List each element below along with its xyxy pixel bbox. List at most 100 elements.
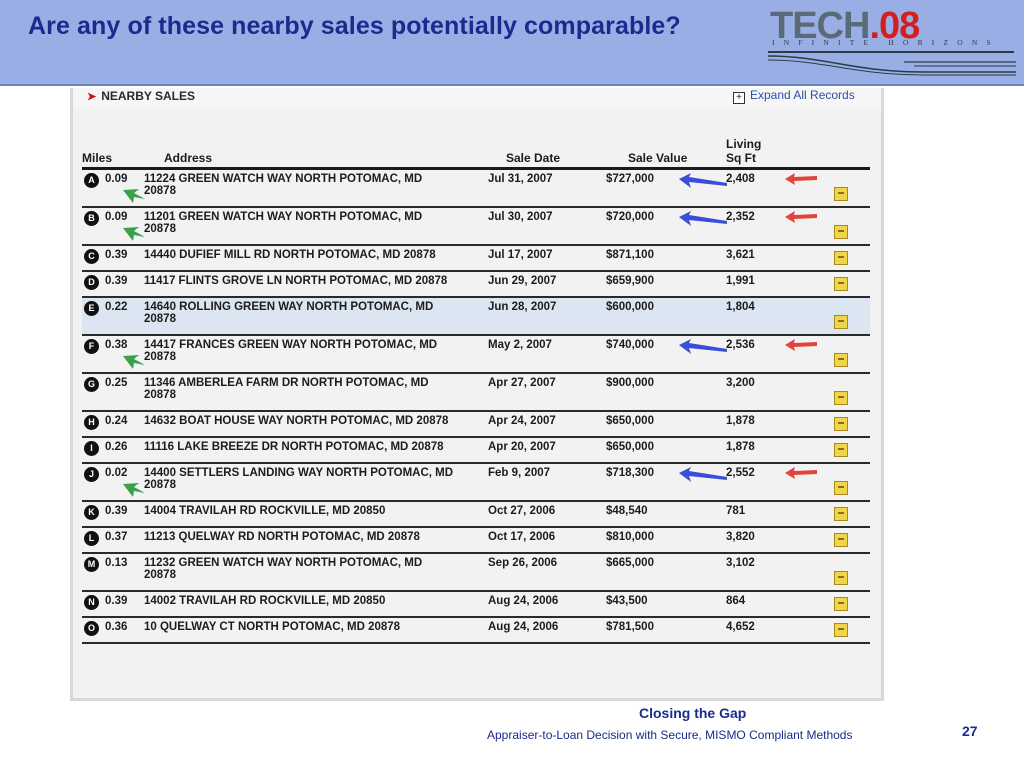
address-line1: 14640 ROLLING GREEN WAY NORTH POTOMAC, M… xyxy=(144,301,434,313)
red-arrow-icon xyxy=(785,172,817,185)
address-line1: 14440 DUFIEF MILL RD NORTH POTOMAC, MD 2… xyxy=(144,249,436,261)
green-arrow-icon xyxy=(123,483,145,497)
sale-date-cell: Apr 20, 2007 xyxy=(488,437,606,464)
map-marker-icon[interactable]: G xyxy=(84,377,99,392)
sale-date-cell: Oct 17, 2006 xyxy=(488,527,606,554)
notes-cell xyxy=(826,245,870,272)
notes-cell xyxy=(826,463,870,502)
map-marker-icon[interactable]: A xyxy=(84,173,99,188)
table-row[interactable]: I 0.26 11116 LAKE BREEZE DR NORTH POTOMAC,… xyxy=(82,437,870,464)
plus-box-icon: + xyxy=(733,92,745,104)
expand-all-records-link[interactable]: + Expand All Records xyxy=(733,88,855,104)
sale-date-cell: Jul 31, 2007 xyxy=(488,168,606,208)
green-arrow-icon xyxy=(123,355,145,369)
red-arrow-icon xyxy=(785,339,817,351)
table-row[interactable]: H 0.24 14632 BOAT HOUSE WAY NORTH POTOMAC,… xyxy=(82,411,870,438)
living-sqft-cell: 1,878 xyxy=(726,437,826,464)
address-cell: 14640 ROLLING GREEN WAY NORTH POTOMAC, M… xyxy=(144,297,488,336)
note-icon[interactable] xyxy=(834,315,848,329)
living-sqft-cell: 2,408 xyxy=(726,168,826,208)
logo-wordmark: TECH.08 xyxy=(770,6,920,46)
address-cell: 11116 LAKE BREEZE DR NORTH POTOMAC, MD 2… xyxy=(144,437,488,464)
note-icon[interactable] xyxy=(834,507,848,521)
map-marker-icon[interactable]: D xyxy=(84,275,99,290)
note-icon[interactable] xyxy=(834,623,848,637)
miles-value: 0.25 xyxy=(105,377,128,389)
table-row[interactable]: D 0.39 11417 FLINTS GROVE LN NORTH POTOMAC… xyxy=(82,271,870,298)
map-marker-icon[interactable]: K xyxy=(84,505,99,520)
map-marker-icon[interactable]: O xyxy=(84,621,99,636)
footer-title: Closing the Gap xyxy=(639,705,747,721)
table-row[interactable]: N 0.39 14002 TRAVILAH RD ROCKVILLE, MD 208… xyxy=(82,591,870,618)
table-row[interactable]: L 0.37 11213 QUELWAY RD NORTH POTOMAC, MD … xyxy=(82,527,870,554)
notes-cell xyxy=(826,168,870,208)
note-icon[interactable] xyxy=(834,277,848,291)
map-marker-icon[interactable]: H xyxy=(84,415,99,430)
table-header-row: Miles Address Sale Date Sale Value Livin… xyxy=(82,133,870,170)
blue-arrow-icon xyxy=(679,172,727,188)
table-row[interactable]: C 0.39 14440 DUFIEF MILL RD NORTH POTOMAC,… xyxy=(82,245,870,272)
notes-cell xyxy=(826,297,870,336)
sale-value-header-label: Sale Value xyxy=(628,151,688,165)
notes-cell xyxy=(826,207,870,246)
sale-date-cell: Aug 24, 2006 xyxy=(488,591,606,618)
blue-arrow-icon xyxy=(679,467,727,482)
table-row[interactable]: M 0.13 11232 GREEN WATCH WAY NORTH POTOMAC… xyxy=(82,553,870,592)
notes-cell xyxy=(826,411,870,438)
note-icon[interactable] xyxy=(834,443,848,457)
note-icon[interactable] xyxy=(834,597,848,611)
column-header-notes xyxy=(826,133,870,170)
table-row[interactable]: O 0.36 10 QUELWAY CT NORTH POTOMAC, MD 208… xyxy=(82,617,870,644)
blue-arrow-icon xyxy=(679,211,727,226)
note-icon[interactable] xyxy=(834,251,848,265)
living-sqft-cell: 2,552 xyxy=(726,463,826,502)
table-row[interactable]: F 0.38 14417 FRANCES GREEN WAY NORTH POTOM… xyxy=(82,335,870,374)
map-marker-icon[interactable]: F xyxy=(84,339,99,354)
sale-value-cell: $48,540 xyxy=(606,501,726,528)
note-icon[interactable] xyxy=(834,481,848,495)
slide-title: Are any of these nearby sales potentiall… xyxy=(28,12,681,40)
section-title: ➤ NEARBY SALES xyxy=(87,89,195,103)
map-marker-icon[interactable]: E xyxy=(84,301,99,316)
map-marker-icon[interactable]: B xyxy=(84,211,99,226)
sale-date-cell: Jul 17, 2007 xyxy=(488,245,606,272)
green-arrow-icon xyxy=(123,227,145,241)
table-row[interactable]: E 0.22 14640 ROLLING GREEN WAY NORTH POTOM… xyxy=(82,297,870,336)
note-icon[interactable] xyxy=(834,353,848,367)
address-cell: 11232 GREEN WATCH WAY NORTH POTOMAC, MD 2… xyxy=(144,553,488,592)
map-marker-icon[interactable]: L xyxy=(84,531,99,546)
miles-value: 0.39 xyxy=(105,249,128,261)
table-row[interactable]: B 0.09 11201 GREEN WATCH WAY NORTH POTOMAC… xyxy=(82,207,870,246)
address-line2: 20878 xyxy=(144,313,176,325)
table-row[interactable]: J 0.02 14400 SETTLERS LANDING WAY NORTH PO… xyxy=(82,463,870,502)
miles-cell: F 0.38 xyxy=(82,335,144,374)
map-marker-icon[interactable]: I xyxy=(84,441,99,456)
address-cell: 14632 BOAT HOUSE WAY NORTH POTOMAC, MD 2… xyxy=(144,411,488,438)
note-icon[interactable] xyxy=(834,187,848,201)
miles-value: 0.13 xyxy=(105,557,128,569)
table-row[interactable]: G 0.25 11346 AMBERLEA FARM DR NORTH POTOMA… xyxy=(82,373,870,412)
map-marker-icon[interactable]: C xyxy=(84,249,99,264)
note-icon[interactable] xyxy=(834,391,848,405)
note-icon[interactable] xyxy=(834,417,848,431)
logo-tagline: INFINITE HORIZONS xyxy=(772,38,1000,47)
map-marker-icon[interactable]: N xyxy=(84,595,99,610)
address-cell: 14002 TRAVILAH RD ROCKVILLE, MD 20850 xyxy=(144,591,488,618)
table-row[interactable]: A 0.09 11224 GREEN WATCH WAY NORTH POTOMAC… xyxy=(82,168,870,208)
address-line2: 20878 xyxy=(144,223,176,235)
note-icon[interactable] xyxy=(834,571,848,585)
table-row[interactable]: K 0.39 14004 TRAVILAH RD ROCKVILLE, MD 208… xyxy=(82,501,870,528)
expand-chevron-icon[interactable]: ➤ xyxy=(87,91,97,103)
address-line1: 14004 TRAVILAH RD ROCKVILLE, MD 20850 xyxy=(144,505,386,517)
sale-date-cell: Jul 30, 2007 xyxy=(488,207,606,246)
miles-cell: J 0.02 xyxy=(82,463,144,502)
living-header-line2: Sq Ft xyxy=(726,151,756,165)
note-icon[interactable] xyxy=(834,225,848,239)
map-marker-icon[interactable]: J xyxy=(84,467,99,482)
note-icon[interactable] xyxy=(834,533,848,547)
sale-date-cell: Jun 29, 2007 xyxy=(488,271,606,298)
sale-date-header-label: Sale Date xyxy=(506,151,561,165)
living-sqft-cell: 864 xyxy=(726,591,826,618)
map-marker-icon[interactable]: M xyxy=(84,557,99,572)
miles-cell: C 0.39 xyxy=(82,245,144,272)
